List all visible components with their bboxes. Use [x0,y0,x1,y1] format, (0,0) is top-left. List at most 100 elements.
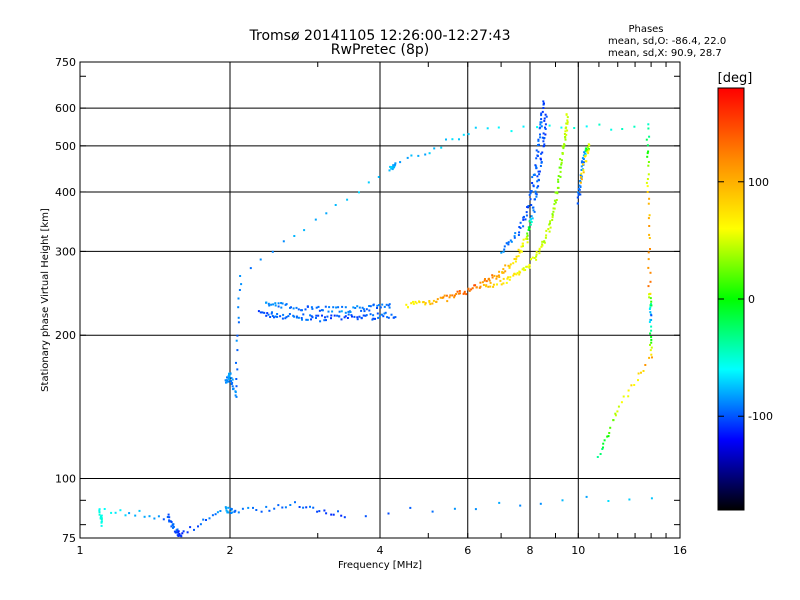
echo-point [360,309,363,312]
echo-point [642,370,645,372]
echo-point [428,152,431,155]
echo-point [566,116,569,119]
y-tick-label: 300 [55,245,76,258]
echo-point [228,374,231,377]
echo-point [585,495,588,498]
echo-point [650,325,653,328]
echo-point [524,218,527,221]
echo-point [179,534,182,537]
echo-point [449,294,452,297]
echo-point [297,316,300,319]
echo-point [356,305,359,308]
echo-point [534,164,537,167]
echo-point [580,165,583,168]
echo-point [650,303,652,306]
echo-point [317,305,320,308]
echo-point [649,292,652,295]
colorbar-ticks: 100 0 -100 [718,176,773,423]
echo-point [522,218,525,221]
echo-point [225,507,228,510]
echo-point [560,159,563,162]
echo-point [506,277,509,280]
echo-point [506,242,509,245]
echo-point [498,276,501,278]
echo-point [649,248,651,250]
echo-point [235,385,238,388]
echo-point [325,319,327,322]
echo-point [524,237,527,240]
echo-point [456,290,459,293]
echo-point [539,123,542,126]
echo-point [485,285,487,288]
echo-point [648,233,651,236]
echo-point [528,227,531,230]
echo-point [347,313,350,316]
echo-point [354,307,357,309]
echo-point [301,309,303,312]
echo-point [647,251,650,254]
echo-point [280,302,283,304]
echo-point [241,507,244,510]
echo-point [508,278,511,281]
echo-point [295,315,298,318]
echo-point [474,508,477,511]
echo-point [588,144,591,147]
echo-point [316,510,319,513]
echo-point [98,509,101,512]
echo-point [582,163,584,166]
echo-point [443,294,446,297]
colorbar-tick-label: 100 [748,176,769,189]
echo-point [559,158,562,161]
echo-point [502,282,505,285]
echo-point [542,145,545,148]
echo-point [143,515,146,518]
echo-point [543,117,546,120]
echo-point [459,292,461,295]
echo-point [119,509,122,512]
echo-point [405,303,408,306]
echo-point [587,148,590,150]
echo-point [337,510,339,513]
echo-point [542,132,545,135]
echo-point [230,512,232,514]
echo-point [465,293,468,296]
echo-point [647,127,650,130]
echo-point [170,525,173,528]
echo-point [545,115,548,118]
echo-point [369,305,372,308]
echo-point [523,269,526,272]
echo-point [358,191,360,194]
echo-point [124,514,127,517]
echo-point [564,136,567,139]
echo-point [389,165,392,168]
echo-point [231,381,234,384]
echo-point [277,302,280,305]
y-tick-label: 500 [55,140,76,153]
y-tick-label: 750 [55,56,76,69]
echo-point [649,332,652,335]
echo-point [538,143,540,146]
echo-point [533,210,536,213]
echo-point [259,311,262,314]
echo-point [620,401,623,404]
echo-point [537,139,540,142]
echo-point [526,265,529,268]
echo-point [580,172,583,175]
echo-point [538,179,540,182]
echo-point [510,130,513,133]
echo-point [367,181,370,184]
echo-point [582,154,585,157]
echo-point [526,241,529,244]
echo-point [649,306,652,309]
x-tick-labels: 1 2 4 6 8 10 16 [77,544,688,557]
echo-point [498,270,501,273]
echo-point [356,318,359,321]
echo-point [284,506,287,509]
echo-point [526,234,529,237]
echo-point [306,318,309,321]
echo-point [512,262,515,265]
echo-point [173,530,176,533]
echo-point [640,371,642,374]
echo-point [649,349,652,352]
echo-point [607,435,610,438]
